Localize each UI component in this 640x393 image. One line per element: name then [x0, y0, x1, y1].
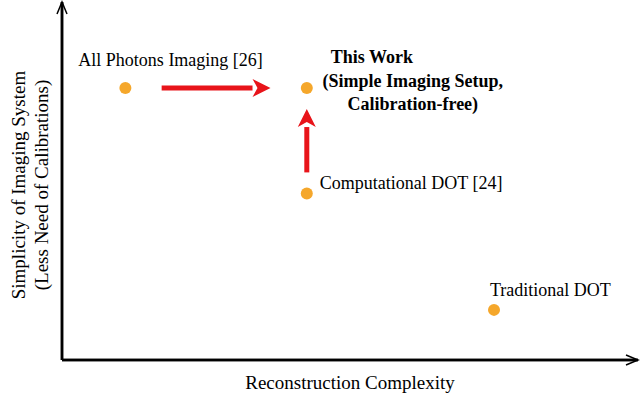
svg-text:(Simple Imaging Setup,: (Simple Imaging Setup, — [323, 71, 504, 92]
svg-text:(Less Need of Calibrations): (Less Need of Calibrations) — [31, 80, 53, 291]
svg-text:Computational DOT [24]: Computational DOT [24] — [320, 173, 503, 193]
svg-text:Calibration-free): Calibration-free) — [347, 94, 478, 115]
svg-text:Simplicity of Imaging System: Simplicity of Imaging System — [8, 71, 29, 300]
svg-text:This Work: This Work — [331, 47, 413, 67]
svg-text:Reconstruction Complexity: Reconstruction Complexity — [245, 372, 455, 393]
svg-text:All Photons Imaging [26]: All Photons Imaging [26] — [78, 50, 262, 70]
svg-text:Traditional DOT: Traditional DOT — [490, 280, 611, 300]
